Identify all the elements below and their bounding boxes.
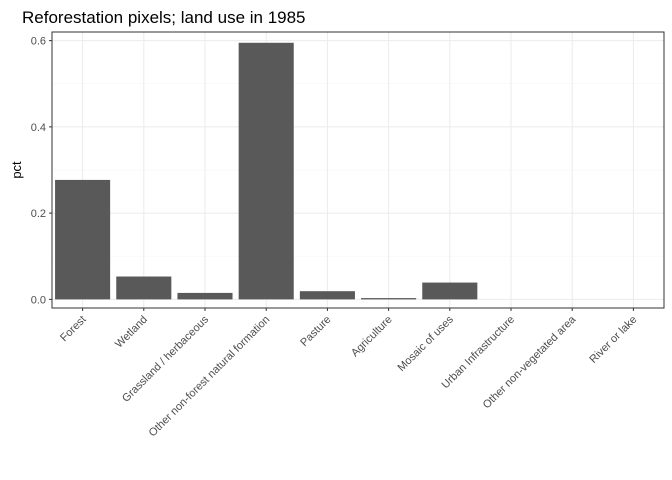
- x-tick-label: Forest: [58, 314, 89, 345]
- x-tick-label: Wetland: [113, 314, 150, 351]
- y-axis: 0.0 0.2 0.4 0.6: [31, 36, 52, 306]
- plot-panel-border: [51, 31, 665, 309]
- x-tick-label: Other non-forest natural formation: [147, 314, 273, 440]
- bar-forest: [55, 179, 111, 300]
- bars-layer: [55, 42, 478, 300]
- y-tick-label: 0.2: [31, 208, 46, 220]
- chart-title: Reforestation pixels; land use in 1985: [22, 8, 306, 27]
- y-axis-title: pct: [9, 161, 24, 179]
- x-tick-label: Mosaic of uses: [396, 313, 457, 374]
- bar-mosaic-of-uses: [422, 282, 478, 300]
- x-tick-label: Pasture: [298, 314, 333, 349]
- y-tick-label: 0.6: [31, 36, 46, 48]
- bar-pasture: [299, 291, 355, 300]
- bar-wetland: [116, 276, 172, 300]
- x-tick-label: River or lake: [587, 314, 639, 366]
- bar-agriculture: [361, 298, 417, 300]
- grid-layer: [52, 32, 664, 308]
- bar-other-non-forest-natural-formation: [238, 42, 294, 300]
- y-tick-label: 0.4: [31, 122, 46, 134]
- y-tick-label: 0.0: [31, 294, 46, 306]
- bar-grassland-herbaceous: [177, 292, 233, 300]
- x-tick-label: Agriculture: [349, 314, 395, 360]
